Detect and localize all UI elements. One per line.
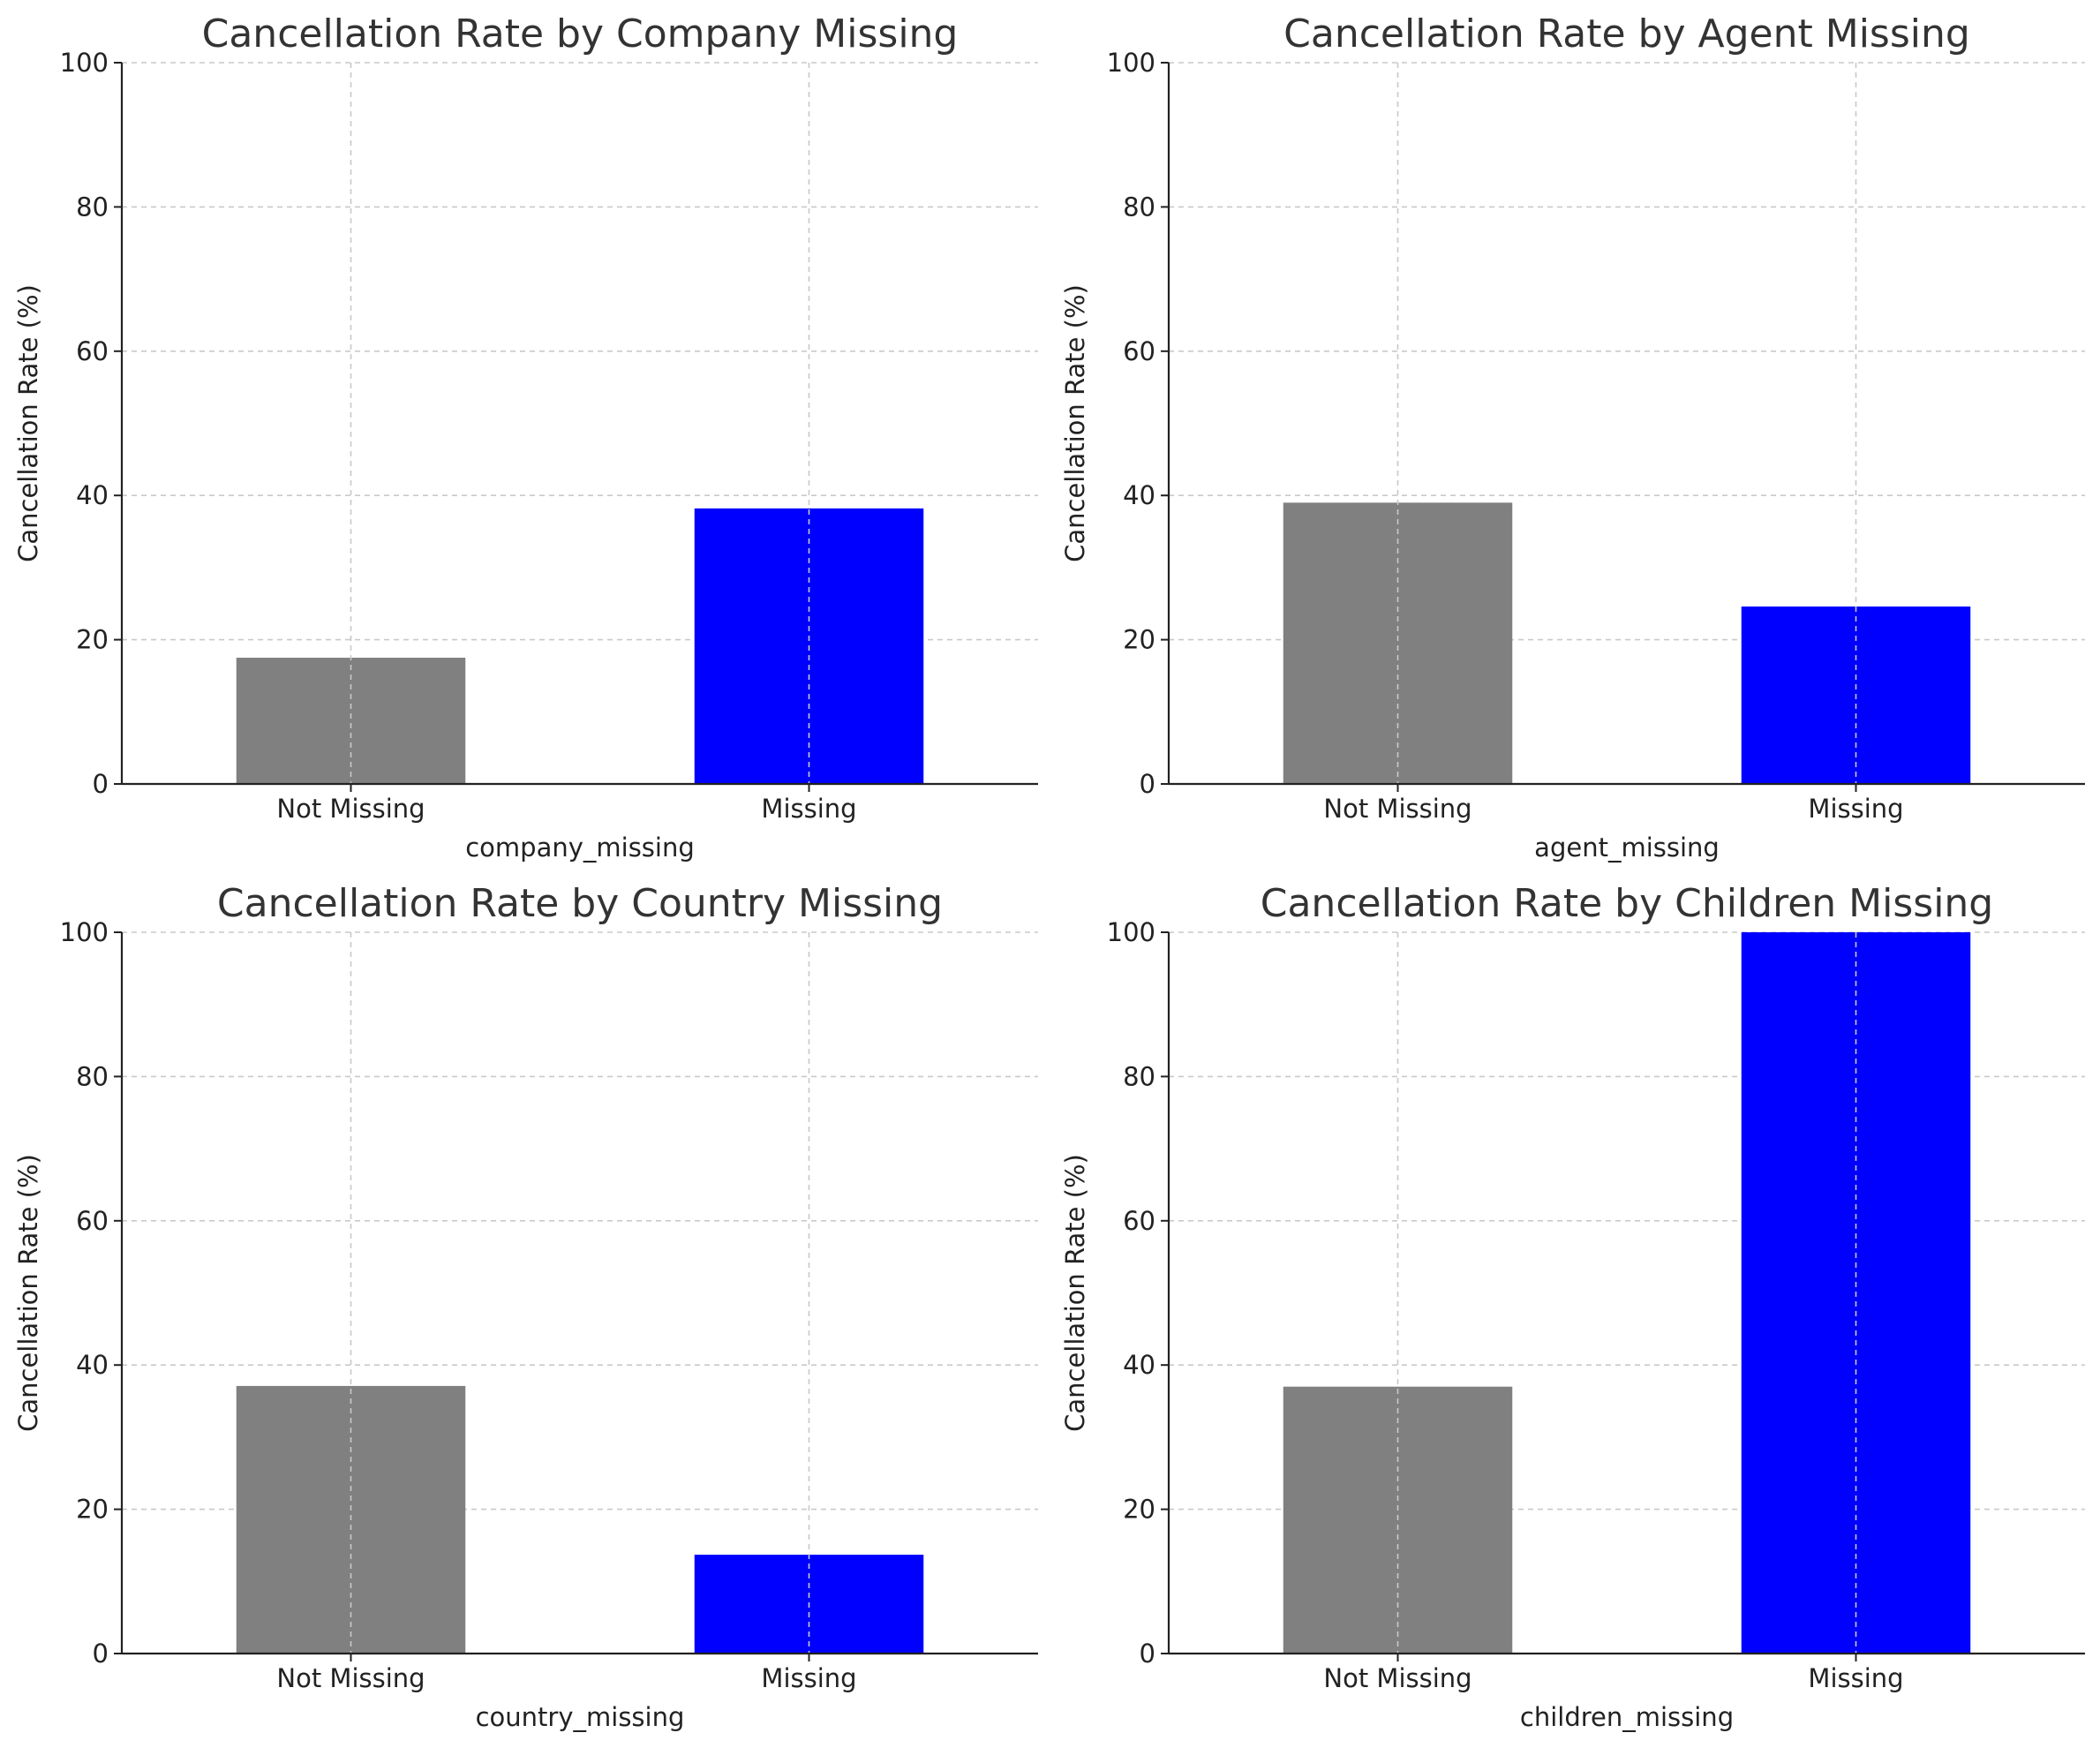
x-axis-label: company_missing	[465, 833, 695, 863]
y-tick-label: 0	[93, 769, 109, 799]
y-tick-label: 60	[1123, 336, 1155, 366]
y-tick-label: 20	[76, 625, 109, 655]
x-axis-label: children_missing	[1520, 1702, 1734, 1732]
y-tick-label: 20	[76, 1495, 109, 1525]
chart-title: Cancellation Rate by Company Missing	[202, 11, 959, 57]
y-tick-label: 40	[1123, 480, 1155, 510]
y-axis-label: Cancellation Rate (%)	[1060, 1154, 1090, 1432]
x-tick-label: Not Missing	[276, 1663, 425, 1693]
chart-title: Cancellation Rate by Country Missing	[217, 881, 943, 926]
y-tick-label: 0	[1140, 769, 1155, 799]
y-axis-label: Cancellation Rate (%)	[13, 1154, 43, 1432]
y-axis-label: Cancellation Rate (%)	[13, 284, 43, 562]
y-tick-label: 60	[76, 336, 109, 366]
y-tick-label: 40	[76, 480, 109, 510]
x-tick-label: Missing	[1808, 794, 1903, 824]
y-tick-label: 0	[1140, 1639, 1155, 1669]
chart-panel-4: 0 20 40 60 80 100 Not Missing Missing Cancellati…	[1060, 881, 2085, 1732]
x-tick-label: Not Missing	[1323, 1663, 1472, 1693]
x-axis-label: country_missing	[476, 1702, 685, 1732]
chart-panel-2: 0 20 40 60 80 100 Not Missing Missing Cancellati…	[1060, 11, 2085, 863]
y-tick-label: 60	[76, 1206, 109, 1236]
chart-panel-1: 0 20 40 60 80 100 Not Missing Missing Cancellati…	[13, 11, 1038, 863]
x-axis-label: agent_missing	[1534, 833, 1720, 863]
y-tick-label: 100	[1107, 48, 1155, 78]
x-tick-label: Missing	[761, 1663, 856, 1693]
y-tick-label: 80	[76, 1061, 109, 1091]
x-tick-label: Not Missing	[1323, 794, 1472, 824]
x-tick-label: Not Missing	[276, 794, 425, 824]
y-tick-label: 20	[1123, 1495, 1155, 1525]
y-tick-label: 80	[1123, 192, 1155, 222]
y-tick-label: 100	[60, 917, 109, 947]
y-tick-label: 80	[1123, 1061, 1155, 1091]
chart-title: Cancellation Rate by Children Missing	[1261, 881, 1993, 926]
x-tick-label: Missing	[761, 794, 856, 824]
bar-not-missing	[1283, 502, 1513, 784]
y-tick-label: 20	[1123, 625, 1155, 655]
y-tick-label: 40	[1123, 1350, 1155, 1380]
x-tick-label: Missing	[1808, 1663, 1903, 1693]
chart-panel-3: 0 20 40 60 80 100 Not Missing Missing Cancellati…	[13, 881, 1038, 1732]
y-axis-label: Cancellation Rate (%)	[1060, 284, 1090, 562]
y-tick-label: 100	[1107, 917, 1155, 947]
y-tick-label: 0	[93, 1639, 109, 1669]
y-tick-label: 100	[60, 48, 109, 78]
y-tick-label: 40	[76, 1350, 109, 1380]
y-tick-label: 60	[1123, 1206, 1155, 1236]
chart-title: Cancellation Rate by Agent Missing	[1283, 11, 1970, 57]
y-tick-label: 80	[76, 192, 109, 222]
